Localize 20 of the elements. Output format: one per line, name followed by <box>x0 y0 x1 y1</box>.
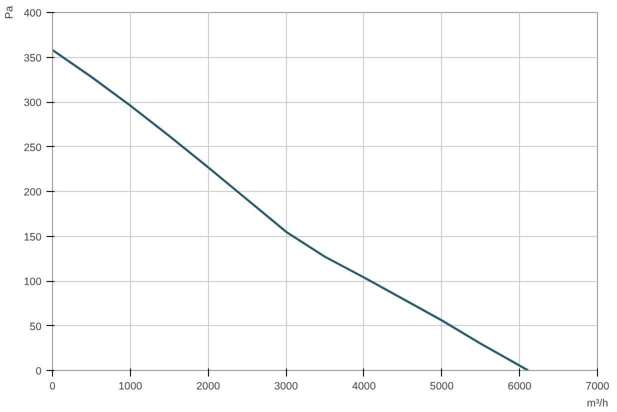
y-tick-label: 400 <box>24 8 42 20</box>
y-tick-label: 200 <box>24 186 42 198</box>
x-tick-label: 6000 <box>508 380 532 392</box>
y-tick-label: 0 <box>36 366 42 378</box>
y-tick-label: 350 <box>24 52 42 64</box>
y-axis-title: Pa <box>4 6 16 20</box>
x-tick-label: 1000 <box>118 380 142 392</box>
x-tick-label: 5000 <box>430 380 454 392</box>
y-tick-label: 250 <box>24 142 42 154</box>
y-tick-label: 150 <box>24 231 42 244</box>
x-tick-label: 2000 <box>196 380 220 392</box>
y-tick-label: 300 <box>24 97 42 109</box>
y-tick-label: 100 <box>24 276 42 288</box>
x-tick-label: 3000 <box>274 380 298 392</box>
y-tick-label: 50 <box>30 320 42 333</box>
x-tick-label: 4000 <box>352 380 376 392</box>
x-tick-label: 0 <box>50 380 56 392</box>
x-tick-label: 7000 <box>586 380 610 392</box>
x-axis-title: m³/h <box>586 398 608 410</box>
line-series <box>52 48 530 370</box>
